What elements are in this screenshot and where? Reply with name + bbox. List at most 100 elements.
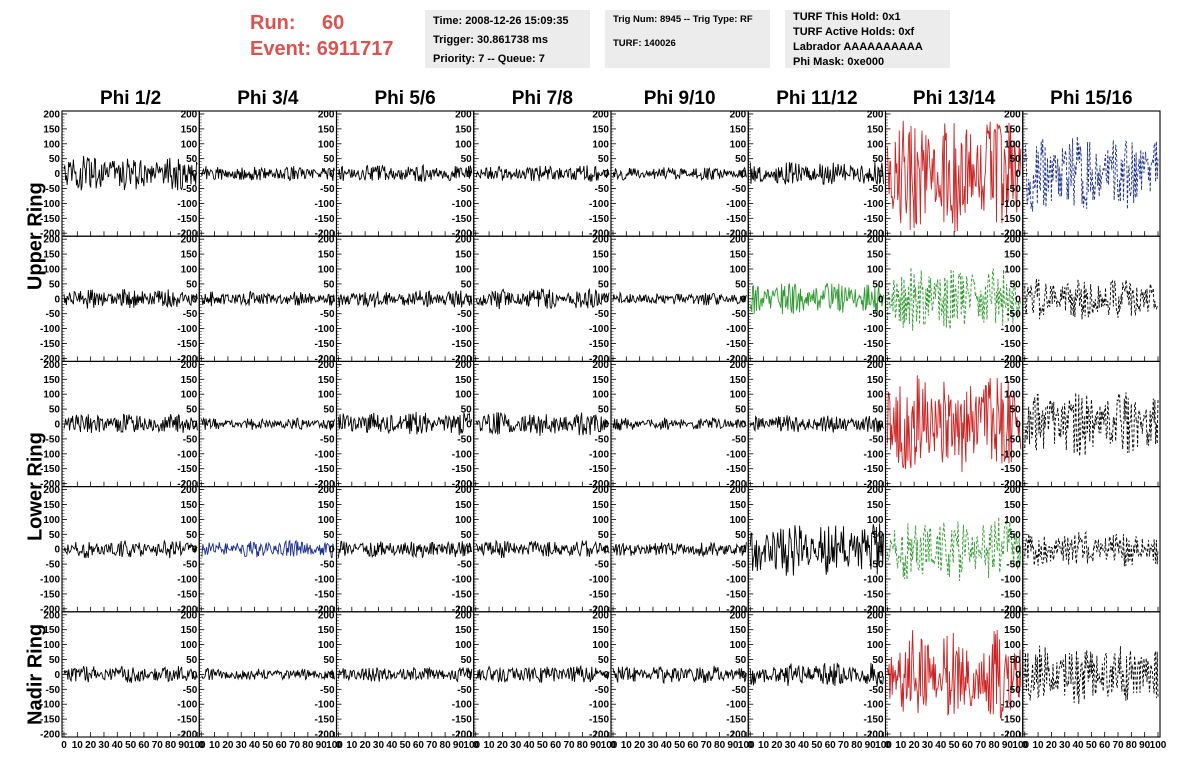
y-tick-label: 150	[592, 375, 609, 386]
y-tick-label: -200	[314, 604, 334, 615]
x-tick-label: 50	[262, 740, 274, 751]
y-tick-label: 50	[49, 530, 61, 541]
y-tick-label: -200	[726, 730, 746, 741]
y-tick-label: -100	[452, 199, 472, 210]
y-tick-label: 50	[1010, 154, 1022, 165]
y-tick-label: -150	[726, 464, 746, 475]
y-tick-label: 150	[730, 124, 747, 135]
y-tick-label: 150	[867, 625, 884, 636]
y-tick-label: 50	[872, 279, 884, 290]
y-tick-label: 0	[54, 169, 60, 180]
event-value: 6911717	[316, 38, 394, 60]
y-tick-label: 200	[867, 109, 884, 120]
y-tick-label: 0	[603, 545, 609, 556]
y-tick-label: -150	[452, 715, 472, 726]
x-tick-label: 90	[453, 740, 465, 751]
turf-active-holds-text: TURF Active Holds: 0xf	[793, 26, 915, 38]
y-tick-label: 150	[43, 500, 60, 511]
waveform-trace	[1024, 645, 1159, 704]
y-tick-label: -200	[40, 604, 60, 615]
y-tick-label: -150	[452, 464, 472, 475]
y-tick-label: -100	[452, 575, 472, 586]
y-tick-label: 200	[43, 109, 60, 120]
x-tick-label: 0	[610, 740, 616, 751]
waveform-trace	[749, 523, 884, 576]
x-tick-label: 80	[714, 740, 726, 751]
trigger-text: Trigger: 30.861738 ms	[433, 34, 548, 46]
y-tick-label: 0	[466, 294, 472, 305]
y-tick-label: 0	[466, 545, 472, 556]
y-tick-label: -100	[452, 700, 472, 711]
y-tick-label: 150	[867, 375, 884, 386]
x-tick-label: 80	[302, 740, 314, 751]
y-tick-label: -50	[46, 560, 61, 571]
time-info-box: Time: 2008-12-26 15:09:35 Trigger: 30.86…	[425, 10, 590, 68]
y-tick-label: 200	[181, 360, 198, 371]
y-tick-label: -50	[732, 560, 747, 571]
y-tick-label: -100	[1001, 449, 1021, 460]
y-tick-label: 200	[867, 610, 884, 621]
x-tick-label: 50	[400, 740, 412, 751]
y-tick-label: 100	[455, 640, 472, 651]
y-tick-label: 0	[329, 420, 335, 431]
y-tick-label: 0	[466, 169, 472, 180]
y-tick-label: -150	[863, 589, 883, 600]
x-tick-label: 50	[811, 740, 823, 751]
y-tick-label: -50	[595, 685, 610, 696]
y-tick-label: -100	[589, 199, 609, 210]
y-tick-label: -100	[863, 449, 883, 460]
y-tick-label: 0	[878, 545, 884, 556]
labrador-text: Labrador AAAAAAAAAA	[793, 41, 923, 53]
y-tick-label: -50	[457, 560, 472, 571]
y-tick-label: -200	[40, 354, 60, 365]
y-tick-label: 200	[455, 235, 472, 246]
y-tick-label: 0	[878, 670, 884, 681]
y-tick-label: 100	[730, 640, 747, 651]
x-tick-label: 20	[85, 740, 97, 751]
y-tick-label: -150	[40, 339, 60, 350]
y-tick-label: -200	[452, 354, 472, 365]
x-tick-label: 20	[222, 740, 234, 751]
y-tick-label: 150	[455, 375, 472, 386]
x-tick-label: 90	[316, 740, 328, 751]
x-tick-label: 100	[738, 740, 755, 751]
y-tick-label: -200	[863, 354, 883, 365]
waveform-trace	[1024, 530, 1159, 567]
waveform-trace	[475, 665, 610, 683]
y-tick-label: -100	[177, 700, 197, 711]
y-tick-label: 150	[592, 500, 609, 511]
y-tick-label: -100	[589, 700, 609, 711]
y-tick-label: -150	[40, 715, 60, 726]
y-tick-label: 100	[1004, 640, 1021, 651]
y-tick-label: 50	[461, 530, 473, 541]
y-tick-label: -150	[1001, 214, 1021, 225]
y-tick-label: 0	[741, 420, 747, 431]
y-tick-label: 150	[867, 124, 884, 135]
y-tick-label: -100	[40, 449, 60, 460]
y-tick-label: 0	[329, 545, 335, 556]
y-tick-label: -50	[1006, 184, 1021, 195]
x-tick-label: 0	[1022, 740, 1028, 751]
y-tick-label: 100	[43, 264, 60, 275]
y-tick-label: -150	[40, 214, 60, 225]
y-tick-label: 200	[455, 485, 472, 496]
y-tick-label: 150	[318, 250, 335, 261]
y-tick-label: 0	[54, 670, 60, 681]
y-tick-label: -100	[452, 449, 472, 460]
y-tick-label: -50	[320, 685, 335, 696]
y-tick-label: 0	[192, 294, 198, 305]
turf-info-box: TURF This Hold: 0x1 TURF Active Holds: 0…	[785, 10, 950, 68]
y-tick-label: 100	[181, 390, 198, 401]
x-tick-label: 60	[1099, 740, 1111, 751]
y-tick-label: 0	[1015, 670, 1021, 681]
y-tick-label: 200	[592, 235, 609, 246]
y-tick-label: -50	[595, 434, 610, 445]
waveform-trace	[749, 662, 884, 687]
x-tick-label: 70	[1112, 740, 1124, 751]
y-tick-label: -150	[589, 589, 609, 600]
y-tick-label: 50	[49, 655, 61, 666]
y-tick-label: 100	[1004, 139, 1021, 150]
y-tick-label: -200	[1001, 479, 1021, 490]
y-tick-label: -100	[726, 449, 746, 460]
y-tick-label: -200	[314, 479, 334, 490]
